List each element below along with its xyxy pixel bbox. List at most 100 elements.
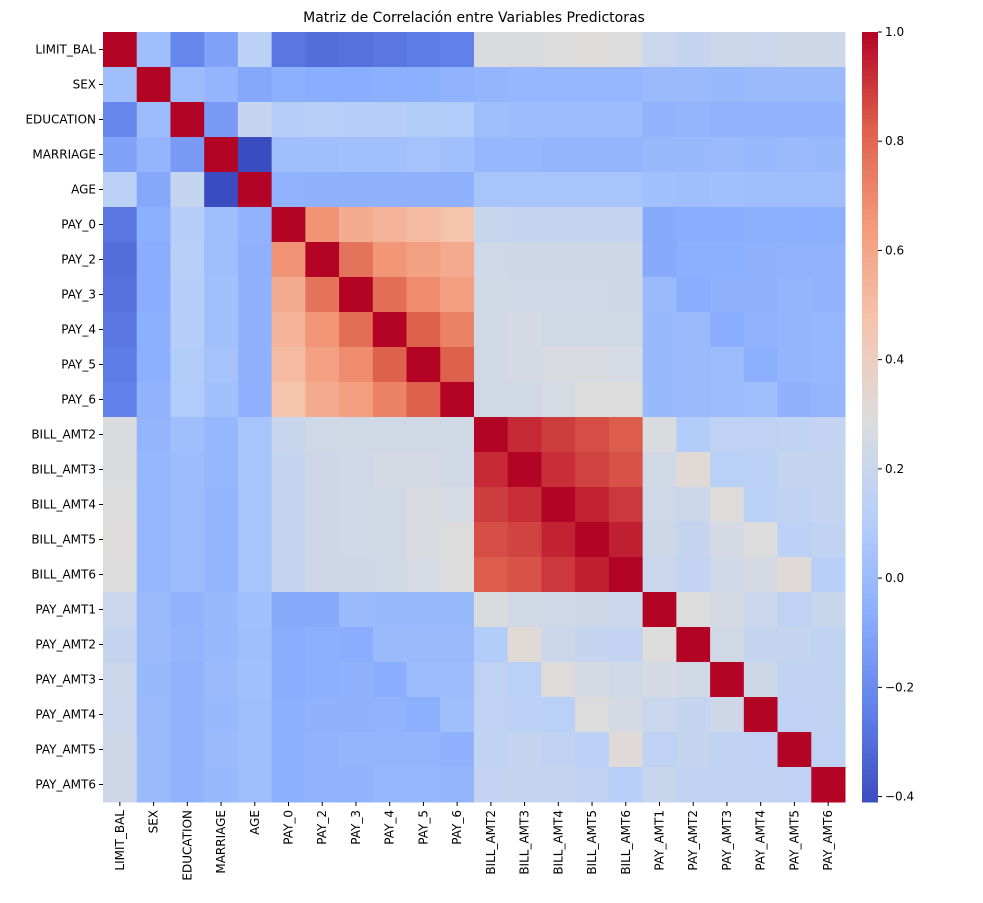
heatmap-cell [103, 67, 138, 103]
colorbar-segment [862, 598, 878, 605]
colorbar-segment [862, 164, 878, 170]
heatmap-cell [777, 557, 812, 593]
colorbar-segment [862, 587, 878, 594]
y-tick-label: BILL_AMT6 [31, 568, 96, 582]
colorbar-segment [862, 219, 878, 225]
heatmap-cell [642, 67, 677, 103]
colorbar-segment [862, 725, 878, 731]
heatmap-cell [237, 102, 273, 138]
colorbar-tick-label: 0.2 [885, 462, 904, 476]
heatmap-cell [339, 312, 374, 348]
heatmap-cell [507, 172, 542, 208]
heatmap-cell [676, 312, 711, 348]
heatmap-cell [811, 347, 846, 383]
heatmap-cell [103, 627, 138, 663]
colorbar-segment [862, 32, 878, 38]
heatmap-cell [406, 732, 441, 768]
heatmap-cell [204, 137, 239, 173]
heatmap-cell [271, 207, 306, 243]
heatmap-cell [103, 277, 138, 313]
heatmap-cell [811, 732, 846, 768]
heatmap-cell [305, 417, 340, 453]
heatmap-cell [170, 242, 205, 278]
colorbar-segment [862, 565, 878, 572]
heatmap-cell [811, 67, 846, 103]
heatmap-cell [743, 417, 779, 453]
heatmap-cell [811, 592, 846, 628]
heatmap-cell [474, 417, 509, 453]
heatmap-cell [507, 487, 542, 523]
heatmap-cell [237, 452, 273, 488]
heatmap-cell [642, 697, 677, 733]
heatmap-cell [103, 382, 138, 418]
heatmap-cell [507, 592, 542, 628]
x-tick-label: AGE [248, 810, 262, 835]
heatmap-cell [305, 312, 340, 348]
y-tick-label: PAY_AMT5 [35, 743, 96, 757]
heatmap-cell [777, 67, 812, 103]
heatmap-cell [474, 137, 509, 173]
heatmap-cell [642, 242, 677, 278]
colorbar-tick-label: 0.8 [885, 134, 904, 148]
heatmap-cell [339, 382, 374, 418]
colorbar-segment [862, 483, 878, 489]
heatmap-cell [339, 452, 374, 488]
heatmap-cell [743, 767, 779, 803]
heatmap-cell [237, 627, 273, 663]
colorbar-segment [862, 384, 878, 390]
colorbar-segment [862, 664, 878, 671]
heatmap-cell [204, 557, 239, 593]
heatmap-cell [642, 312, 677, 348]
colorbar-segment [862, 785, 878, 792]
y-tick-label: MARRIAGE [32, 148, 96, 162]
heatmap-cell [204, 592, 239, 628]
heatmap-cell [743, 592, 779, 628]
heatmap-cell [541, 137, 576, 173]
colorbar-segment [862, 274, 878, 280]
heatmap-cell [103, 662, 138, 698]
heatmap-cell [777, 312, 812, 348]
x-tick-label: PAY_3 [349, 810, 363, 845]
y-tick-label: PAY_AMT3 [35, 673, 96, 687]
colorbar-segment [862, 560, 878, 566]
heatmap-cell [136, 767, 171, 803]
heatmap-cell [440, 347, 475, 383]
x-tick-label: PAY_2 [315, 810, 329, 845]
x-tick-label: PAY_AMT3 [720, 810, 734, 871]
heatmap-cell [474, 102, 509, 138]
heatmap-cell [271, 452, 306, 488]
colorbar-segment [862, 296, 878, 302]
heatmap-cell [777, 102, 812, 138]
colorbar-segment [862, 428, 878, 434]
colorbar-segment [862, 323, 878, 330]
colorbar-segment [862, 142, 878, 148]
colorbar-segment [862, 395, 878, 401]
heatmap-cell [474, 347, 509, 383]
heatmap-cell [406, 592, 441, 628]
colorbar-segment [862, 103, 878, 110]
colorbar-segment [862, 604, 878, 610]
heatmap-cell [676, 487, 711, 523]
heatmap-cell [541, 417, 576, 453]
heatmap-cell [103, 137, 138, 173]
heatmap-cell [710, 67, 745, 103]
heatmap-cell [170, 522, 205, 558]
heatmap-cell [406, 662, 441, 698]
heatmap-cell [777, 487, 812, 523]
heatmap-cell [811, 697, 846, 733]
heatmap-cell [271, 487, 306, 523]
heatmap-cell [743, 277, 779, 313]
heatmap-cell [237, 662, 273, 698]
heatmap-cell [339, 487, 374, 523]
heatmap-cell [642, 382, 677, 418]
heatmap-cell [710, 102, 745, 138]
heatmap-cell [608, 32, 644, 68]
heatmap-cell [575, 347, 610, 383]
heatmap-cell [608, 347, 644, 383]
heatmap-cell [777, 382, 812, 418]
heatmap-cell [811, 242, 846, 278]
heatmap-cell [204, 312, 239, 348]
heatmap-cell [575, 452, 610, 488]
heatmap-cell [608, 452, 644, 488]
heatmap-cell [608, 382, 644, 418]
